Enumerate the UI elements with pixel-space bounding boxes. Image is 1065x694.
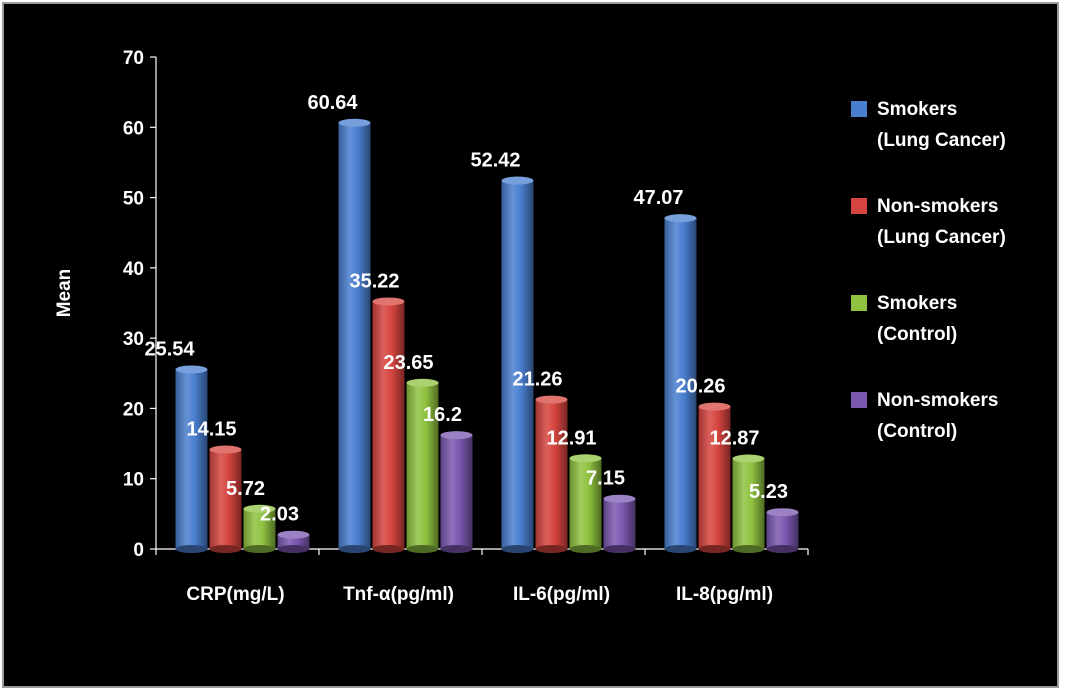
- y-tick-label: 10: [123, 470, 144, 491]
- bar-base: [664, 545, 697, 553]
- x-tick-label: Tnf-α(pg/ml): [343, 584, 454, 605]
- bar: [766, 512, 799, 549]
- bar-top: [732, 454, 765, 463]
- bar: [501, 180, 534, 549]
- legend-label: (Control): [877, 421, 957, 442]
- data-label: 16.2: [423, 404, 462, 426]
- legend-label: Non-smokers: [877, 390, 998, 411]
- bar-top: [569, 454, 602, 463]
- bar: [440, 435, 473, 549]
- data-label: 2.03: [260, 504, 299, 526]
- bar: [406, 382, 439, 549]
- bar-base: [209, 545, 242, 553]
- data-label: 21.26: [512, 369, 562, 391]
- legend-label: Non-smokers: [877, 196, 998, 217]
- bar: [569, 458, 602, 549]
- legend-label: Smokers: [877, 293, 957, 314]
- bar-top: [664, 214, 697, 223]
- bar-top: [175, 365, 208, 374]
- legend-swatch: [851, 198, 867, 214]
- legend-label: Smokers: [877, 99, 957, 120]
- bar-base: [372, 545, 405, 553]
- bar-base: [766, 545, 799, 553]
- bar: [175, 369, 208, 549]
- y-tick-label: 0: [133, 540, 144, 561]
- bar-top: [406, 378, 439, 387]
- bar-top: [277, 530, 310, 539]
- legend-swatch: [851, 295, 867, 311]
- bar-top: [603, 494, 636, 503]
- bar-top: [440, 431, 473, 440]
- data-label: 12.87: [709, 428, 759, 450]
- bar: [277, 534, 310, 549]
- data-label: 52.42: [470, 150, 520, 172]
- bar: [698, 406, 731, 549]
- bar: [535, 399, 568, 549]
- bar: [732, 458, 765, 549]
- legend-label: (Lung Cancer): [877, 227, 1006, 248]
- bar-base: [698, 545, 731, 553]
- y-tick-label: 40: [123, 259, 144, 280]
- bar: [243, 508, 276, 549]
- y-tick-label: 70: [123, 48, 144, 69]
- bar-base: [569, 545, 602, 553]
- data-label: 12.91: [546, 427, 596, 449]
- bar-top: [372, 297, 405, 306]
- data-label: 14.15: [186, 419, 236, 441]
- bar-base: [440, 545, 473, 553]
- bar-top: [698, 402, 731, 411]
- y-tick-label: 20: [123, 399, 144, 420]
- bar-top: [535, 395, 568, 404]
- data-label: 23.65: [383, 352, 433, 374]
- bar: [209, 449, 242, 549]
- legend-swatch: [851, 392, 867, 408]
- data-label: 25.54: [144, 338, 195, 360]
- bar: [338, 122, 371, 550]
- bar-top: [501, 176, 534, 185]
- bar-top: [338, 118, 371, 127]
- bar-base: [732, 545, 765, 553]
- legend-swatch: [851, 101, 867, 117]
- legend-label: (Control): [877, 324, 957, 345]
- bar-base: [603, 545, 636, 553]
- y-tick-label: 30: [123, 329, 144, 350]
- bar-base: [501, 545, 534, 553]
- data-label: 5.23: [749, 481, 788, 503]
- x-tick-label: CRP(mg/L): [186, 584, 284, 605]
- y-tick-label: 50: [123, 189, 144, 210]
- data-label: 7.15: [586, 468, 625, 490]
- legend-label: (Lung Cancer): [877, 130, 1006, 151]
- x-tick-label: IL-6(pg/ml): [513, 584, 610, 605]
- bar-base: [535, 545, 568, 553]
- data-label: 20.26: [675, 376, 725, 398]
- bar-top: [243, 504, 276, 513]
- bar: [603, 498, 636, 549]
- bar-base: [406, 545, 439, 553]
- bar-base: [175, 545, 208, 553]
- y-axis-label: Mean: [54, 269, 75, 318]
- data-label: 47.07: [633, 187, 683, 209]
- bar: [664, 218, 697, 549]
- bar-base: [277, 545, 310, 553]
- bar-base: [338, 545, 371, 553]
- data-label: 5.72: [226, 478, 265, 500]
- data-label: 60.64: [307, 92, 358, 114]
- data-label: 35.22: [349, 270, 399, 292]
- bar: [372, 301, 405, 549]
- bar-top: [209, 445, 242, 454]
- bar-base: [243, 545, 276, 553]
- y-tick-label: 60: [123, 118, 144, 139]
- bar-top: [766, 508, 799, 517]
- x-tick-label: IL-8(pg/ml): [676, 584, 773, 605]
